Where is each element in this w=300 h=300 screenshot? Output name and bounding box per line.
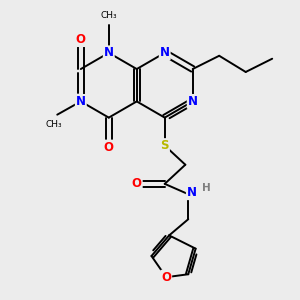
Text: O: O [76, 33, 86, 46]
Text: N: N [76, 95, 86, 108]
Text: N: N [104, 46, 114, 59]
Text: N: N [188, 95, 198, 108]
Text: N: N [187, 186, 197, 199]
Text: CH₃: CH₃ [100, 11, 117, 20]
Text: S: S [160, 139, 169, 152]
Text: O: O [161, 271, 171, 284]
Text: N: N [160, 46, 170, 59]
Text: CH₃: CH₃ [46, 120, 63, 129]
Text: O: O [104, 141, 114, 154]
Text: H: H [202, 183, 211, 193]
Text: O: O [132, 177, 142, 190]
